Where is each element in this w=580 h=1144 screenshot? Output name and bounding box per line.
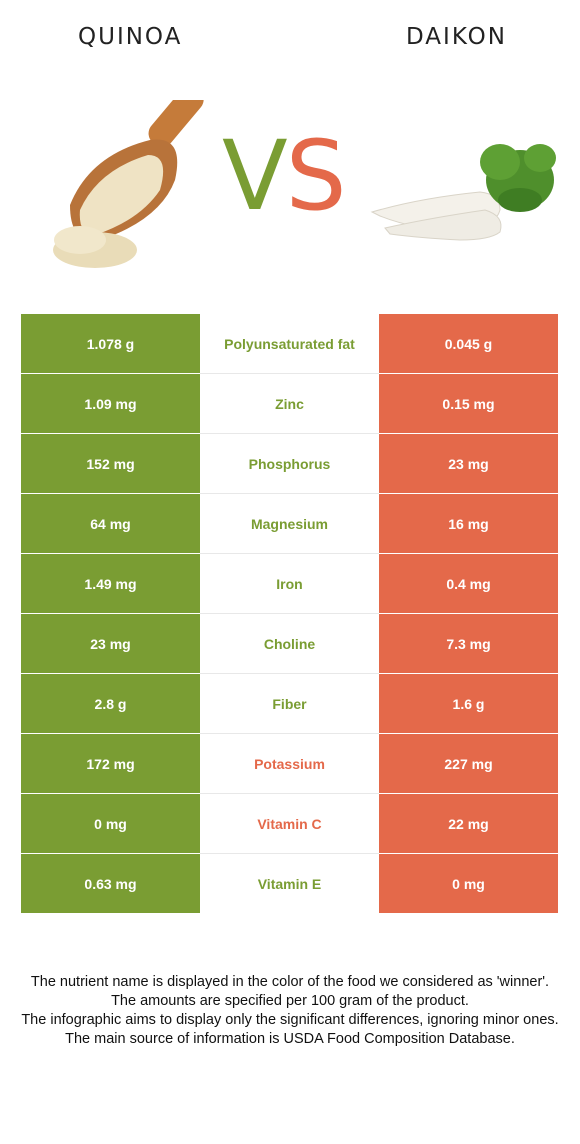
- comparison-table: 1.078 g Polyunsaturated fat 0.045 g 1.09 mg…: [21, 314, 558, 914]
- table-row: 152 mg Phosphorus 23 mg: [21, 433, 558, 494]
- quinoa-scoop-image: [53, 100, 204, 268]
- daikon-value: 0.045 g: [379, 314, 558, 374]
- table-row: 64 mg Magnesium 16 mg: [21, 493, 558, 554]
- daikon-value: 227 mg: [379, 733, 558, 794]
- footer-note: The main source of information is USDA F…: [65, 1031, 515, 1047]
- footer-note: The infographic aims to display only the…: [21, 1012, 559, 1028]
- nutrient-name: Choline: [200, 613, 379, 674]
- daikon-image: [370, 144, 556, 241]
- daikon-value: 0 mg: [379, 853, 558, 914]
- nutrient-name: Vitamin E: [200, 853, 379, 914]
- nutrient-name: Iron: [200, 553, 379, 614]
- nutrient-name: Vitamin C: [200, 793, 379, 854]
- table-row: 0 mg Vitamin C 22 mg: [21, 793, 558, 854]
- daikon-value: 7.3 mg: [379, 613, 558, 674]
- table-row: 1.09 mg Zinc 0.15 mg: [21, 373, 558, 434]
- table-row: 1.49 mg Iron 0.4 mg: [21, 553, 558, 614]
- quinoa-value: 23 mg: [21, 613, 200, 674]
- nutrient-name: Magnesium: [200, 493, 379, 554]
- nutrient-name: Polyunsaturated fat: [200, 314, 379, 374]
- table-row: 2.8 g Fiber 1.6 g: [21, 673, 558, 734]
- quinoa-value: 1.09 mg: [21, 373, 200, 434]
- quinoa-title: QUINOA: [78, 24, 183, 50]
- footer-notes: The nutrient name is displayed in the co…: [20, 973, 560, 1049]
- daikon-value: 22 mg: [379, 793, 558, 854]
- vs-s-letter: S: [285, 120, 347, 232]
- footer-note: The amounts are specified per 100 gram o…: [111, 993, 469, 1009]
- quinoa-value: 64 mg: [21, 493, 200, 554]
- daikon-value: 1.6 g: [379, 673, 558, 734]
- quinoa-value: 2.8 g: [21, 673, 200, 734]
- nutrient-name: Fiber: [200, 673, 379, 734]
- quinoa-value: 152 mg: [21, 433, 200, 494]
- quinoa-value: 1.078 g: [21, 314, 200, 374]
- quinoa-value: 172 mg: [21, 733, 200, 794]
- table-row: 1.078 g Polyunsaturated fat 0.045 g: [21, 314, 558, 374]
- daikon-value: 23 mg: [379, 433, 558, 494]
- quinoa-value: 1.49 mg: [21, 553, 200, 614]
- quinoa-value: 0.63 mg: [21, 853, 200, 914]
- footer-note: The nutrient name is displayed in the co…: [30, 974, 550, 990]
- vs-label: VS: [222, 128, 347, 224]
- hero-illustration: [53, 100, 556, 268]
- table-row: 172 mg Potassium 227 mg: [21, 733, 558, 794]
- daikon-value: 16 mg: [379, 493, 558, 554]
- nutrient-name: Zinc: [200, 373, 379, 434]
- vs-v-letter: V: [222, 120, 288, 232]
- daikon-value: 0.15 mg: [379, 373, 558, 434]
- nutrient-name: Phosphorus: [200, 433, 379, 494]
- nutrient-name: Potassium: [200, 733, 379, 794]
- daikon-value: 0.4 mg: [379, 553, 558, 614]
- daikon-title: DAIKON: [406, 24, 507, 50]
- quinoa-value: 0 mg: [21, 793, 200, 854]
- table-row: 23 mg Choline 7.3 mg: [21, 613, 558, 674]
